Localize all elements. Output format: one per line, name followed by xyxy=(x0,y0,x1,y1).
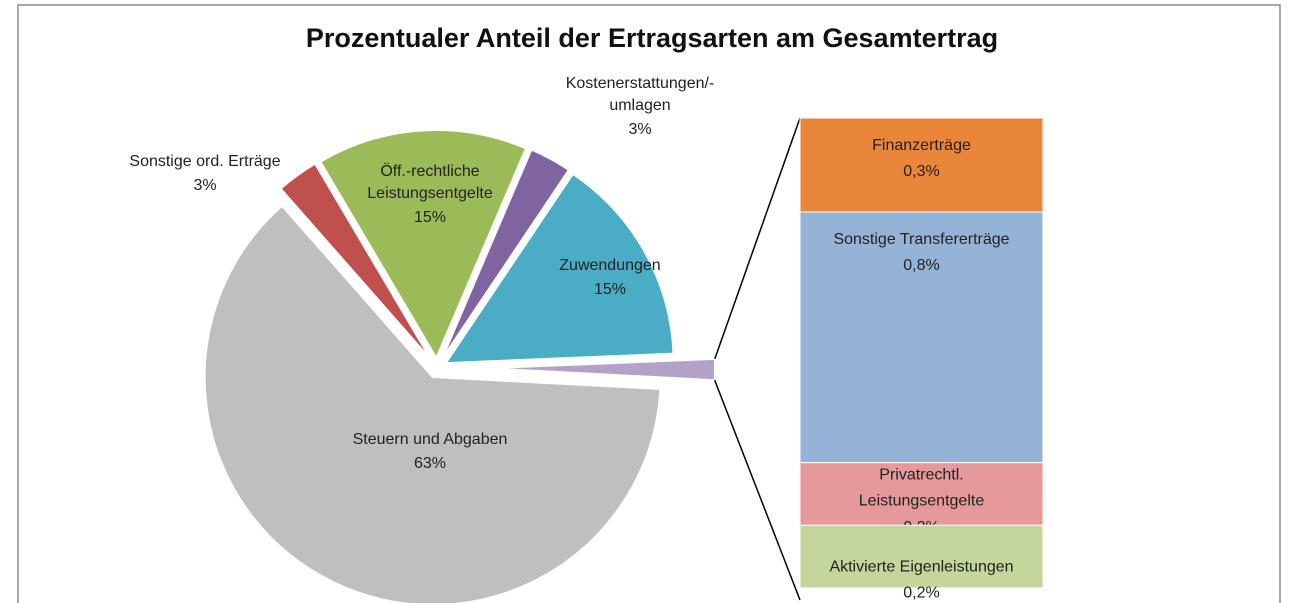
pie-slice-other xyxy=(486,357,716,382)
bar-segment xyxy=(799,462,1044,526)
bar-label: Sonstige Transfererträge xyxy=(833,231,1009,248)
pie-slice xyxy=(318,129,528,361)
bar-label: Aktivierte Eigenleistungen xyxy=(829,559,1013,576)
bar-value: 0,2% xyxy=(903,585,939,602)
slice-value: 15% xyxy=(414,209,446,226)
pie-slice xyxy=(203,204,662,603)
bar-segment xyxy=(799,211,1044,464)
connector xyxy=(714,117,801,360)
slice-label: Kostenerstattungen/-umlagen xyxy=(566,75,715,114)
bar-label: Privatrechtl. Leistungsentgelte xyxy=(859,467,985,510)
bar-segment xyxy=(799,524,1044,589)
slice-value: 3% xyxy=(193,177,216,194)
pie-slice xyxy=(279,162,432,361)
bar-segment xyxy=(799,117,1044,213)
slice-label: Zuwendungen xyxy=(559,257,660,274)
pie-slice xyxy=(440,148,571,360)
bar-value: 0,8% xyxy=(903,257,939,274)
slice-label: Öff.-rechtliche Leistungsentgelte xyxy=(367,162,493,202)
chart-title: Prozentualer Anteil der Ertragsarten am … xyxy=(306,23,998,53)
pie-slice xyxy=(443,172,675,365)
slice-label: Sonstige ord. Erträge xyxy=(129,153,280,170)
slice-value: 3% xyxy=(628,121,651,138)
connector xyxy=(713,379,801,601)
chart-border xyxy=(17,4,1281,603)
slice-value: 63% xyxy=(414,455,446,472)
slice-value: 15% xyxy=(594,281,626,298)
slice-label: Steuern und Abgaben xyxy=(353,431,508,448)
bar-value: 0,3% xyxy=(903,163,939,180)
bar-label: Finanzerträge xyxy=(872,137,971,154)
